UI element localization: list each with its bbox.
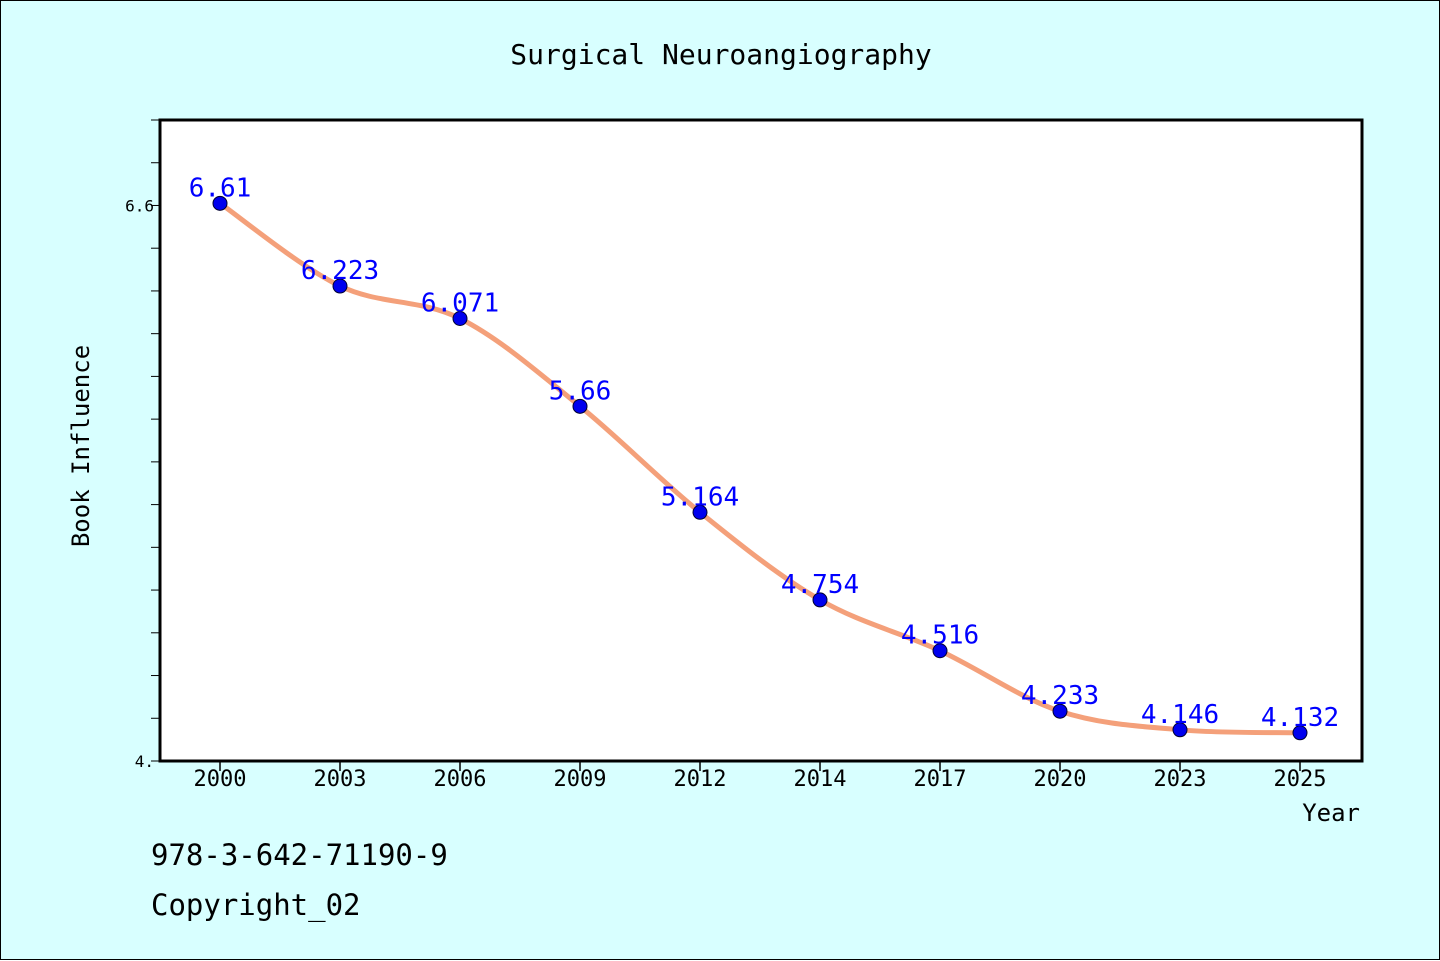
x-tick-label: 2014	[794, 767, 847, 792]
data-label: 4.516	[901, 621, 979, 651]
x-tick-label: 2003	[314, 767, 367, 792]
y-tick-label: 6.6	[125, 196, 154, 215]
data-label: 6.61	[189, 173, 252, 203]
data-label: 5.66	[549, 376, 612, 406]
data-label: 4.132	[1261, 703, 1339, 733]
y-tick-label: 4.	[135, 752, 154, 771]
data-point	[332, 278, 348, 294]
data-label: 4.146	[1141, 700, 1219, 730]
data-label: 4.233	[1021, 681, 1099, 711]
data-point	[1292, 725, 1308, 741]
x-tick-label: 2025	[1274, 767, 1327, 792]
y-axis-label: Book Influence	[67, 345, 95, 547]
x-tick-label: 2006	[434, 767, 487, 792]
data-point	[1052, 703, 1068, 719]
series-line	[217, 200, 1303, 736]
series-line-group	[217, 200, 1303, 736]
data-point	[812, 592, 828, 608]
x-tick-label: 2012	[674, 767, 727, 792]
data-label: 4.754	[781, 570, 859, 600]
plot-area	[158, 118, 1364, 763]
data-label: 5.164	[661, 482, 739, 512]
copyright-text: Copyright_02	[151, 888, 361, 923]
data-label: 6.223	[301, 256, 379, 286]
data-point	[932, 643, 948, 659]
x-axis-ticks: 2000 2003 2006 2009 2012 2014 2017 2020 2023 2025	[194, 761, 1327, 792]
data-point	[692, 504, 708, 520]
x-tick-label: 2023	[1154, 767, 1207, 792]
data-point	[572, 398, 588, 414]
x-tick-label: 2000	[194, 767, 247, 792]
data-point	[1172, 722, 1188, 738]
isbn-text: 978-3-642-71190-9	[151, 838, 448, 872]
data-point	[452, 310, 468, 326]
x-tick-label: 2009	[554, 767, 607, 792]
data-label: 6.071	[421, 288, 499, 318]
x-tick-label: 2017	[914, 767, 967, 792]
data-point	[212, 195, 228, 211]
x-tick-label: 2020	[1034, 767, 1087, 792]
y-axis-ticks: 6.6 4.	[125, 119, 160, 771]
data-labels: 6.61 6.223 6.071 5.66 5.164 4.754 4.516 4.233 4.…	[189, 173, 1339, 732]
data-markers	[212, 195, 1308, 741]
x-axis-label: Year	[1302, 799, 1360, 827]
chart-title: Surgical Neuroangiography	[510, 38, 931, 71]
